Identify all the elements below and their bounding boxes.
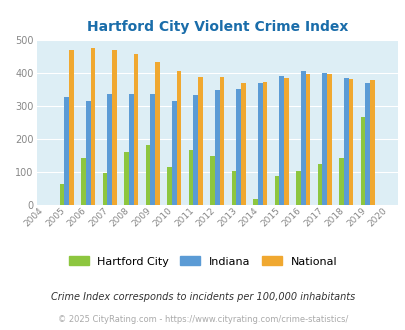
Bar bbox=[171, 101, 176, 205]
Bar bbox=[364, 83, 369, 205]
Bar bbox=[176, 71, 181, 205]
Bar bbox=[81, 158, 85, 205]
Bar bbox=[155, 62, 160, 205]
Bar bbox=[188, 150, 193, 205]
Bar bbox=[90, 48, 95, 205]
Bar bbox=[145, 145, 150, 205]
Legend: Hartford City, Indiana, National: Hartford City, Indiana, National bbox=[68, 256, 337, 267]
Bar bbox=[305, 74, 309, 205]
Bar bbox=[284, 78, 288, 205]
Bar bbox=[241, 83, 245, 205]
Text: © 2025 CityRating.com - https://www.cityrating.com/crime-statistics/: © 2025 CityRating.com - https://www.city… bbox=[58, 315, 347, 324]
Bar bbox=[295, 171, 300, 205]
Bar bbox=[150, 94, 155, 205]
Bar bbox=[64, 97, 69, 205]
Bar bbox=[257, 83, 262, 205]
Bar bbox=[343, 78, 348, 205]
Bar bbox=[236, 89, 241, 205]
Bar bbox=[322, 73, 326, 205]
Bar bbox=[112, 50, 117, 205]
Text: Crime Index corresponds to incidents per 100,000 inhabitants: Crime Index corresponds to incidents per… bbox=[51, 292, 354, 302]
Bar bbox=[369, 80, 374, 205]
Bar bbox=[300, 71, 305, 205]
Bar bbox=[348, 79, 352, 205]
Bar bbox=[214, 90, 219, 205]
Bar bbox=[252, 199, 257, 205]
Bar bbox=[102, 173, 107, 205]
Title: Hartford City Violent Crime Index: Hartford City Violent Crime Index bbox=[86, 20, 347, 34]
Bar bbox=[274, 176, 279, 205]
Bar bbox=[219, 77, 224, 205]
Bar bbox=[210, 156, 214, 205]
Bar bbox=[167, 167, 171, 205]
Bar bbox=[231, 171, 236, 205]
Bar bbox=[107, 94, 112, 205]
Bar bbox=[69, 50, 74, 205]
Bar bbox=[85, 101, 90, 205]
Bar bbox=[360, 117, 364, 205]
Bar bbox=[133, 54, 138, 205]
Bar bbox=[193, 95, 198, 205]
Bar bbox=[317, 164, 322, 205]
Bar bbox=[338, 158, 343, 205]
Bar bbox=[128, 94, 133, 205]
Bar bbox=[262, 82, 266, 205]
Bar bbox=[326, 74, 331, 205]
Bar bbox=[279, 76, 284, 205]
Bar bbox=[124, 152, 128, 205]
Bar bbox=[60, 184, 64, 205]
Bar bbox=[198, 77, 202, 205]
